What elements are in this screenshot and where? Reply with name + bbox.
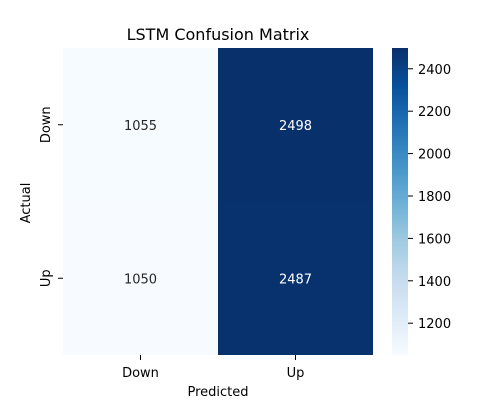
x-axis-ticks: Down Up [122, 355, 304, 381]
heatmap-cell [218, 48, 373, 202]
y-axis-ticks: Down Up [39, 106, 63, 287]
cell-value-label: 1050 [124, 272, 157, 287]
chart-title: LSTM Confusion Matrix [127, 25, 310, 44]
colorbar-tick-label: 2400 [418, 63, 451, 78]
colorbar: 1200 1400 1600 1800 2000 2200 2400 [392, 48, 451, 355]
cell-value-label: 2487 [279, 272, 312, 287]
colorbar-ticks: 1200 1400 1600 1800 2000 2200 2400 [408, 63, 451, 332]
colorbar-tick-label: 1600 [418, 232, 451, 247]
cell-value-label: 2498 [279, 119, 312, 134]
colorbar-tick-label: 1200 [418, 317, 451, 332]
heatmap-cell [218, 201, 373, 355]
x-tick-label: Down [122, 366, 159, 381]
y-tick-label: Up [39, 269, 54, 287]
colorbar-tick-label: 2000 [418, 148, 451, 163]
heatmap-cell [63, 201, 218, 355]
colorbar-tick-label: 1800 [418, 190, 451, 205]
cell-value-label: 1055 [124, 119, 157, 134]
x-axis-label: Predicted [187, 385, 248, 400]
heatmap-cell [63, 48, 218, 202]
colorbar-tick-label: 1400 [418, 275, 451, 290]
colorbar-gradient [392, 48, 408, 355]
y-tick-label: Down [39, 106, 54, 143]
y-axis-label: Actual [19, 183, 34, 224]
x-tick-label: Up [287, 366, 305, 381]
heatmap-cells: 1055 2498 1050 2487 [63, 48, 373, 355]
colorbar-tick-label: 2200 [418, 105, 451, 120]
